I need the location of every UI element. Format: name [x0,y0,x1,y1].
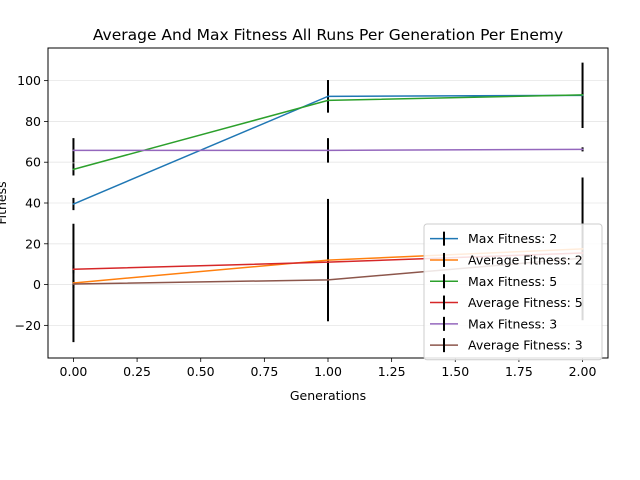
legend-label: Average Fitness: 5 [468,295,583,310]
x-tick-label: 1.25 [378,364,406,379]
x-tick-label: 0.75 [250,364,278,379]
x-tick-label: 2.00 [569,364,597,379]
y-tick-label: 100 [17,73,41,88]
legend-label: Average Fitness: 3 [468,338,583,353]
x-tick-label: 1.75 [505,364,533,379]
legend-label: Average Fitness: 2 [468,252,583,267]
data-point [72,283,75,285]
x-tick-label: 0.25 [123,364,151,379]
chart-title: Average And Max Fitness All Runs Per Gen… [93,26,563,44]
x-tick-label: 0.00 [60,364,88,379]
data-point [72,168,75,171]
data-point [581,148,584,151]
y-tick-label: 80 [25,114,41,129]
data-point [327,95,329,98]
legend-label: Max Fitness: 5 [468,274,557,289]
legend: Max Fitness: 2 Average Fitness: 2 Max Fitn… [423,223,603,361]
data-point [327,278,329,281]
y-tick-label: 0 [33,277,41,292]
data-point [72,149,75,152]
data-point [327,259,329,262]
y-axis-label: Fitness [0,181,9,224]
x-axis-label: Generations [290,388,366,403]
legend-label: Max Fitness: 3 [468,316,557,331]
data-point [581,94,584,96]
data-point [72,203,75,205]
x-tick-label: 1.50 [441,364,469,379]
y-tick-label: 60 [25,155,41,170]
data-point [327,149,329,152]
x-tick-label: 1.00 [314,364,342,379]
y-tick-label: 20 [25,236,41,251]
axis-ticks: −20 0 20 40 60 80 100 0.00 0.25 0.50 0.75 1.00 1.25 1… [15,73,597,379]
y-tick-label: −20 [15,318,41,333]
legend-frame [423,223,603,361]
x-tick-label: 0.50 [187,364,215,379]
data-point [72,268,75,271]
legend-label: Max Fitness: 2 [468,231,557,246]
y-tick-label: 40 [25,196,41,211]
data-point [327,261,329,264]
data-point [327,99,329,102]
